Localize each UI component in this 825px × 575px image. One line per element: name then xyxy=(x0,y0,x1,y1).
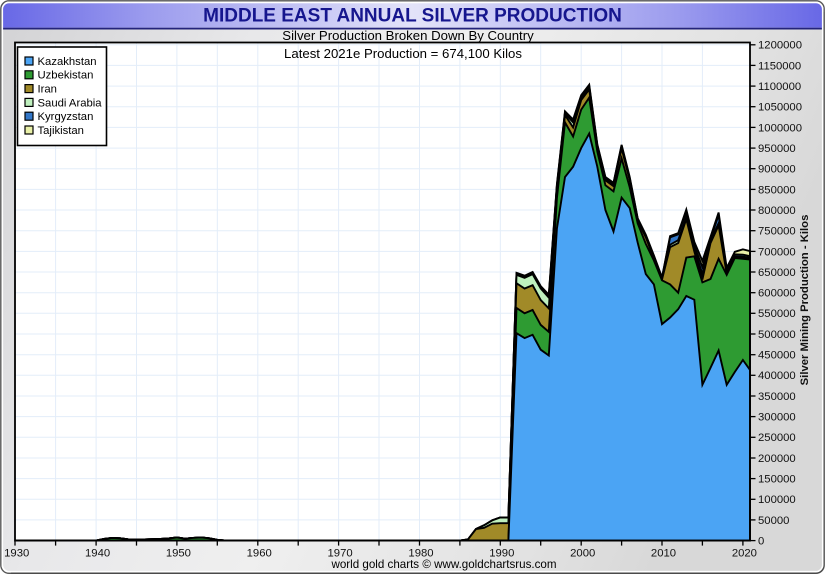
svg-text:world gold charts © www.goldch: world gold charts © www.goldchartsrus.co… xyxy=(330,558,556,571)
svg-text:850000: 850000 xyxy=(758,184,796,196)
svg-text:1100000: 1100000 xyxy=(758,81,801,93)
svg-text:1000000: 1000000 xyxy=(758,122,802,134)
svg-text:Silver Production Broken Down: Silver Production Broken Down By Country xyxy=(282,28,534,43)
svg-text:2020: 2020 xyxy=(732,548,757,560)
svg-text:1150000: 1150000 xyxy=(758,60,801,72)
svg-text:700000: 700000 xyxy=(758,246,796,258)
svg-text:Silver Mining Production - Kil: Silver Mining Production - Kilos xyxy=(799,215,811,386)
svg-text:Saudi Arabia: Saudi Arabia xyxy=(38,97,103,109)
svg-text:750000: 750000 xyxy=(758,226,796,238)
svg-text:550000: 550000 xyxy=(758,308,796,320)
svg-text:Kazakhstan: Kazakhstan xyxy=(38,56,97,68)
svg-text:600000: 600000 xyxy=(758,288,796,300)
svg-text:150000: 150000 xyxy=(758,474,796,486)
svg-text:1050000: 1050000 xyxy=(758,102,802,114)
svg-text:Tajikistan: Tajikistan xyxy=(38,125,84,137)
svg-text:1970: 1970 xyxy=(328,548,353,560)
svg-text:1930: 1930 xyxy=(4,548,29,560)
svg-text:1200000: 1200000 xyxy=(758,40,802,52)
svg-text:1940: 1940 xyxy=(85,548,110,560)
svg-text:300000: 300000 xyxy=(758,412,796,424)
svg-text:200000: 200000 xyxy=(758,453,796,465)
svg-text:1990: 1990 xyxy=(489,548,514,560)
svg-text:500000: 500000 xyxy=(758,329,796,341)
svg-text:900000: 900000 xyxy=(758,164,796,176)
svg-text:350000: 350000 xyxy=(758,391,796,403)
svg-text:250000: 250000 xyxy=(758,432,796,444)
svg-text:2000: 2000 xyxy=(570,548,595,560)
svg-text:400000: 400000 xyxy=(758,370,796,382)
svg-text:950000: 950000 xyxy=(758,143,796,155)
svg-text:1960: 1960 xyxy=(247,548,272,560)
svg-text:650000: 650000 xyxy=(758,267,796,279)
svg-text:1980: 1980 xyxy=(408,548,433,560)
svg-text:50000: 50000 xyxy=(758,515,789,527)
svg-text:450000: 450000 xyxy=(758,350,796,362)
svg-text:0: 0 xyxy=(758,536,764,548)
svg-text:Iran: Iran xyxy=(38,84,57,96)
svg-text:800000: 800000 xyxy=(758,205,796,217)
svg-text:2010: 2010 xyxy=(651,548,676,560)
svg-text:100000: 100000 xyxy=(758,494,796,506)
svg-text:Kyrgyzstan: Kyrgyzstan xyxy=(38,111,94,123)
svg-text:Latest 2021e Production = 674,: Latest 2021e Production = 674,100 Kilos xyxy=(284,46,522,61)
svg-text:MIDDLE EAST ANNUAL SILVER PROD: MIDDLE EAST ANNUAL SILVER PRODUCTION xyxy=(203,6,622,27)
svg-text:Uzbekistan: Uzbekistan xyxy=(38,70,94,82)
svg-text:1950: 1950 xyxy=(166,548,191,560)
